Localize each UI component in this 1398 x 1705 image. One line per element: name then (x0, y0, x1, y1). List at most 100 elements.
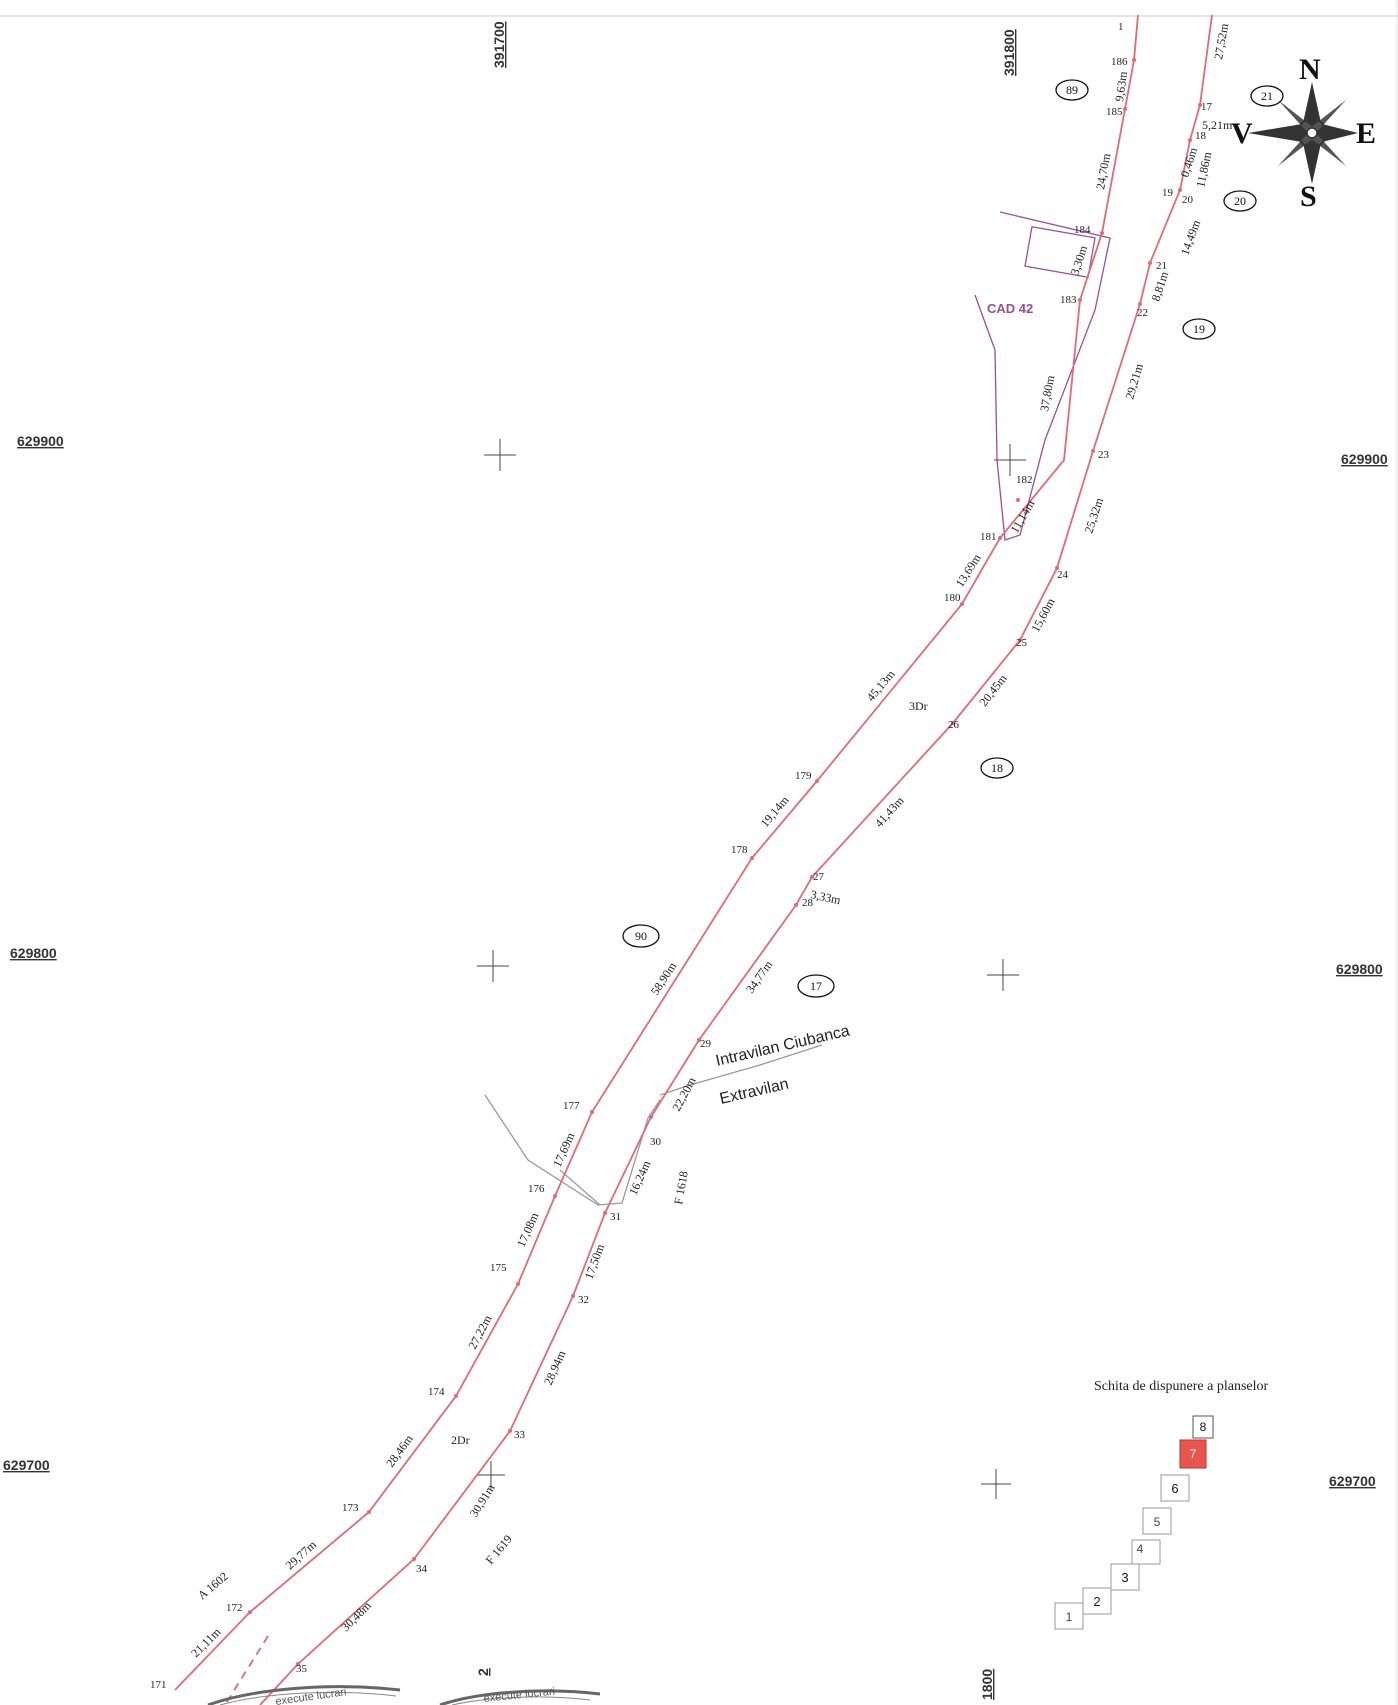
compass-rose-icon (1248, 82, 1358, 184)
point-25: 25 (1016, 637, 1028, 649)
seg-w-14: 29,77m (283, 1537, 320, 1572)
seg-e-2: 5,21m (1202, 118, 1233, 132)
compass-v: V (1231, 117, 1253, 150)
stamp-left (207, 1685, 401, 1705)
point-184: 184 (1074, 224, 1091, 236)
seg-w-3: 3,30m (1068, 243, 1091, 277)
point-171: 171 (150, 1679, 167, 1691)
a1602-label: A 1602 (195, 1569, 231, 1602)
coord-y-629900-right: 629900 (1341, 451, 1388, 467)
seg-e-5: 14,49m (1178, 217, 1204, 257)
seg-w-8: 19,14m (758, 793, 793, 830)
point-24: 24 (1057, 569, 1069, 581)
seg-w-9: 58,90m (648, 959, 680, 998)
point-23: 23 (1098, 449, 1110, 461)
point-33: 33 (514, 1429, 526, 1441)
point-176: 176 (528, 1183, 545, 1195)
seg-w-7: 45,13m (864, 667, 899, 704)
f1619-label: F 1619 (483, 1532, 515, 1567)
point-181: 181 (980, 531, 997, 543)
sheet-index-grid (1054, 1415, 1214, 1630)
seg-w-6: 13,69m (953, 551, 984, 590)
intravilan-label: Intravilan Ciubanca (714, 1022, 851, 1069)
point-markers (248, 58, 1202, 1666)
point-182: 182 (1016, 474, 1033, 486)
sheet-2: 2 (1093, 1594, 1100, 1609)
seg-e-11: 41,43m (872, 793, 907, 830)
west-boundary-line (174, 14, 1139, 1691)
point-35: 35 (296, 1663, 308, 1675)
point-172: 172 (226, 1602, 243, 1614)
seg-e-1: 27,52m (1211, 22, 1231, 61)
seg-e-7: 29,21m (1122, 361, 1146, 400)
compass-n: N (1299, 53, 1321, 86)
point-26: 26 (948, 719, 960, 731)
seg-e-10: 20,45m (976, 671, 1010, 709)
seg-w-11: 17,08m (514, 1210, 542, 1249)
parcel-89: 89 (1066, 83, 1078, 97)
sheet-index-title: Schita de dispunere a planselor (1094, 1379, 1269, 1394)
coord-y-629700-right: 629700 (1329, 1473, 1376, 1489)
parcel-21: 21 (1261, 89, 1273, 103)
point-29: 29 (700, 1038, 712, 1050)
seg-e-19: 30,48m (338, 1598, 374, 1634)
parcel-17: 17 (810, 979, 822, 993)
seg-w-10: 17,69m (550, 1130, 578, 1169)
seg-w-2: 24,70m (1093, 152, 1113, 191)
cad-42-label: CAD 42 (987, 301, 1033, 316)
point-180: 180 (944, 592, 961, 604)
seg-w-5: 11,14m (1007, 497, 1037, 536)
seg-e-13: 34,77m (743, 957, 776, 995)
point-32: 32 (578, 1294, 589, 1306)
point-179: 179 (795, 770, 812, 782)
seg-e-6: 8,81m (1149, 269, 1172, 303)
point-22: 22 (1137, 307, 1148, 319)
parcel-18: 18 (991, 761, 1003, 775)
point-20: 20 (1182, 194, 1194, 206)
point-178: 178 (731, 844, 748, 856)
coord-x-bottom-2: 2 (475, 1668, 491, 1676)
seg-w-1: 9,63m (1112, 70, 1130, 103)
compass-e: E (1356, 117, 1376, 150)
point-28: 28 (802, 897, 814, 909)
sheet-7-active: 7 (1190, 1447, 1197, 1461)
point-174: 174 (428, 1386, 445, 1398)
point-177: 177 (563, 1100, 580, 1112)
east-boundary-line (259, 14, 1213, 1705)
point-19: 19 (1162, 187, 1174, 199)
point-30: 30 (650, 1136, 662, 1148)
grid-crosses (477, 439, 1026, 1499)
point-173: 173 (342, 1502, 359, 1514)
seg-w-4: 37,80m (1037, 374, 1057, 413)
point-175: 175 (490, 1262, 507, 1274)
point-21: 21 (1156, 260, 1167, 272)
coord-x-391800: 391800 (1001, 29, 1017, 76)
coord-y-629900-left: 629900 (17, 433, 64, 449)
sheet-5: 5 (1154, 1515, 1161, 1529)
point-31: 31 (610, 1211, 621, 1223)
coord-x-391700: 391700 (491, 21, 507, 68)
seg-e-12: 3,33m (809, 887, 842, 907)
compass-s: S (1300, 180, 1317, 213)
parcel-90: 90 (635, 929, 647, 943)
point-17: 17 (1201, 101, 1213, 113)
seg-w-13: 28,46m (383, 1432, 416, 1470)
coord-y-629800-left: 629800 (10, 945, 57, 961)
seg-e-18: 30,91m (467, 1481, 498, 1520)
sheet-1: 1 (1066, 1610, 1073, 1624)
parcel-20: 20 (1234, 194, 1246, 208)
stamp-right-text: execute lucrari (483, 1686, 555, 1705)
coord-x-bottom: 1800 (979, 1669, 995, 1700)
point-186: 186 (1111, 56, 1128, 68)
point-18: 18 (1195, 130, 1207, 142)
point-27: 27 (813, 871, 825, 883)
extravilan-label: Extravilan (718, 1076, 790, 1108)
sheet-4: 4 (1137, 1542, 1144, 1556)
gray-lines (484, 1044, 823, 1206)
point-183: 183 (1060, 294, 1077, 306)
sheet-3: 3 (1121, 1570, 1128, 1585)
parcel-markers (622, 79, 1284, 998)
seg-w-15: 21,11m (188, 1624, 224, 1660)
coord-y-629800-right: 629800 (1336, 961, 1383, 977)
road-3dr: 3Dr (909, 699, 928, 713)
